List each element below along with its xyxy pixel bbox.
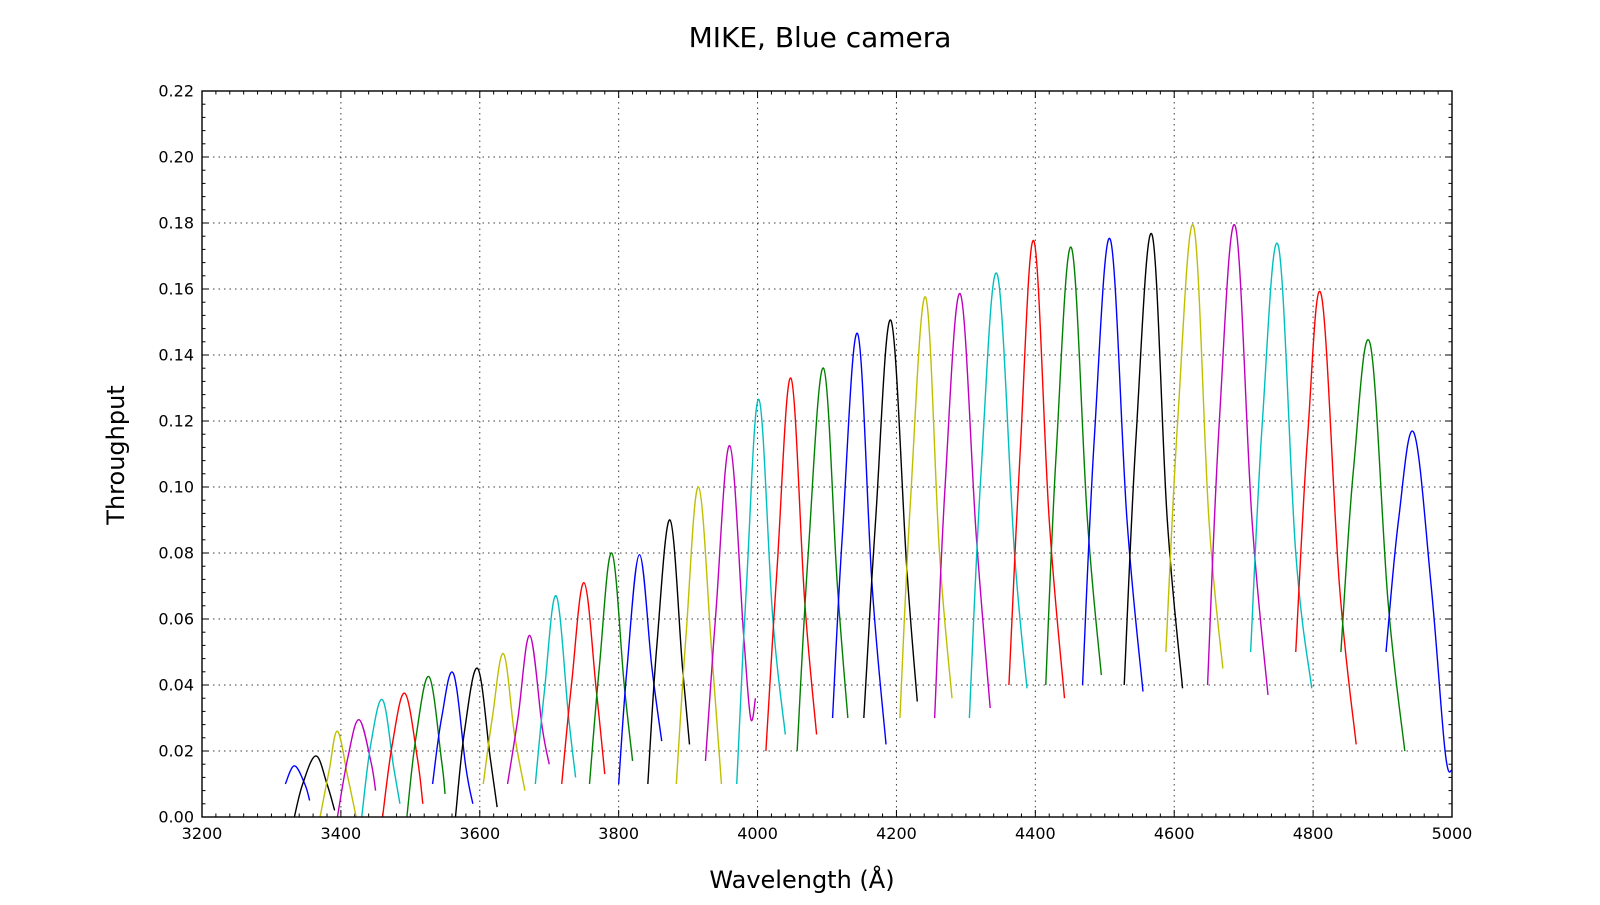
x-tick-label: 3600 bbox=[459, 824, 500, 843]
y-tick-label: 0.04 bbox=[158, 676, 194, 695]
series-line-order-18 bbox=[704, 445, 757, 761]
x-tick-label: 3800 bbox=[598, 824, 639, 843]
x-tick-label: 4200 bbox=[876, 824, 917, 843]
series-line-order-10 bbox=[482, 652, 526, 791]
series-line-order-32 bbox=[1206, 223, 1269, 695]
series-line-order-12 bbox=[534, 595, 577, 785]
series-line-order-29 bbox=[1081, 237, 1144, 692]
series-line-order-2 bbox=[293, 755, 336, 818]
series-line-order-19 bbox=[736, 398, 787, 785]
series-line-order-34 bbox=[1295, 290, 1357, 745]
y-tick-label: 0.18 bbox=[158, 214, 194, 233]
series-line-order-3 bbox=[319, 730, 357, 818]
series-line-order-23 bbox=[863, 319, 918, 719]
series-line-order-8 bbox=[431, 671, 474, 804]
x-axis-label: Wavelength (Å) bbox=[709, 865, 894, 894]
series-line-order-1 bbox=[284, 765, 311, 801]
series-line-order-24 bbox=[899, 296, 953, 719]
x-tick-label: 4600 bbox=[1154, 824, 1195, 843]
series-line-order-16 bbox=[647, 519, 691, 785]
y-tick-label: 0.20 bbox=[158, 148, 194, 167]
series-line-order-35 bbox=[1340, 339, 1406, 752]
series-line-order-33 bbox=[1249, 242, 1313, 689]
series-line-order-13 bbox=[561, 581, 606, 785]
series-line-order-31 bbox=[1165, 224, 1224, 669]
series-line-order-14 bbox=[588, 552, 634, 785]
x-tick-label: 4000 bbox=[737, 824, 778, 843]
y-tick-label: 0.00 bbox=[158, 808, 194, 827]
y-tick-label: 0.10 bbox=[158, 478, 194, 497]
series-line-order-28 bbox=[1045, 246, 1103, 686]
x-tick-label: 4400 bbox=[1015, 824, 1056, 843]
series-line-order-25 bbox=[933, 293, 991, 719]
y-axis-label: Throughput bbox=[102, 385, 130, 525]
series-line-order-26 bbox=[968, 272, 1028, 719]
series-line-order-5 bbox=[361, 699, 401, 818]
y-tick-label: 0.08 bbox=[158, 544, 194, 563]
series-line-order-30 bbox=[1123, 232, 1184, 689]
series-line-order-7 bbox=[406, 676, 446, 818]
y-tick-label: 0.06 bbox=[158, 610, 194, 629]
series-line-order-4 bbox=[336, 718, 377, 818]
series-line-order-20 bbox=[765, 377, 818, 752]
x-tick-label: 4800 bbox=[1293, 824, 1334, 843]
series-line-order-9 bbox=[454, 667, 498, 818]
series-line-order-27 bbox=[1008, 240, 1066, 699]
y-tick-label: 0.14 bbox=[158, 346, 194, 365]
series-line-order-17 bbox=[675, 486, 723, 785]
y-tick-label: 0.16 bbox=[158, 280, 194, 299]
y-tick-label: 0.12 bbox=[158, 412, 194, 431]
series-line-order-11 bbox=[506, 634, 550, 785]
y-tick-label: 0.02 bbox=[158, 742, 194, 761]
x-tick-label: 3400 bbox=[321, 824, 362, 843]
chart-title: MIKE, Blue camera bbox=[689, 21, 952, 54]
series-line-order-6 bbox=[381, 692, 424, 818]
plot-frame bbox=[201, 90, 1453, 818]
series-line-order-36 bbox=[1385, 430, 1453, 773]
series-line-order-22 bbox=[831, 332, 887, 745]
series-group bbox=[284, 223, 1453, 818]
series-line-order-21 bbox=[796, 367, 849, 752]
x-tick-label: 5000 bbox=[1432, 824, 1473, 843]
grid-lines bbox=[202, 91, 1452, 817]
x-tick-label: 3200 bbox=[182, 824, 223, 843]
y-tick-label: 0.22 bbox=[158, 82, 194, 101]
